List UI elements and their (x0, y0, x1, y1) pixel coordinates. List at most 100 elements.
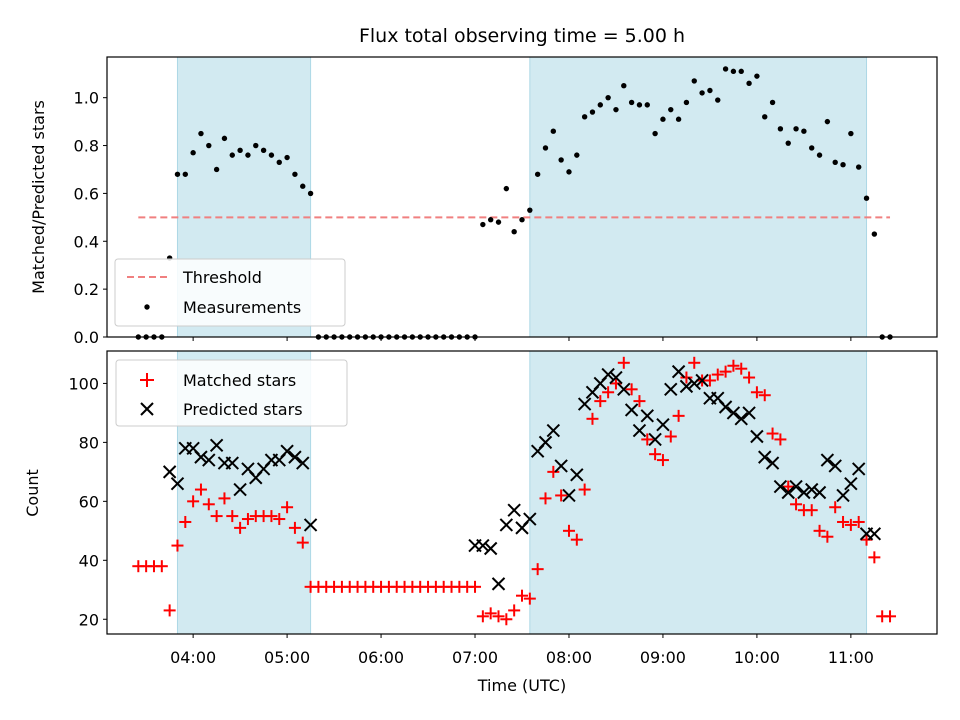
measurement-point (206, 142, 212, 149)
predicted-star-point-b (194, 450, 208, 464)
measurement-point (816, 152, 823, 158)
matched-star-point (476, 610, 489, 623)
predicted-star-point-b (765, 456, 780, 470)
predicted-star-point-b (726, 406, 741, 420)
bottom-y-tick-label-4: 100 (68, 374, 99, 393)
predicted-star-point (209, 438, 224, 453)
measurements-legend-marker (144, 304, 150, 310)
threshold-legend-label: Threshold (182, 268, 262, 287)
x-axis-label: Time (UTC) (477, 676, 566, 695)
measurement-point (769, 99, 776, 106)
predicted-star-point (562, 488, 576, 503)
bottom-y-tick-label-0: 20 (79, 610, 99, 629)
predicted-star-point (523, 512, 537, 526)
matched-star-point (633, 395, 646, 408)
predicted-star-point (303, 518, 318, 532)
predicted-star-point (624, 403, 639, 417)
predicted-star-point (742, 406, 756, 420)
predicted-star-point-b (758, 450, 772, 464)
measurement-point (668, 106, 674, 113)
matched-star-point (649, 448, 662, 461)
bottom-y-tick-label-2: 60 (79, 492, 99, 511)
matched-star-point (265, 510, 278, 523)
predicted-star-point (805, 482, 819, 497)
matched-star-point (234, 521, 247, 534)
predicted-star-point (718, 400, 733, 414)
predicted-star-point-b (750, 429, 764, 444)
predicted-star-point (820, 453, 835, 467)
predicted-star-point-b (836, 488, 850, 503)
measurement-point (589, 109, 596, 115)
matched-star-point (288, 521, 301, 534)
matched-legend-marker (140, 373, 154, 387)
predicted-star-point (789, 479, 803, 494)
measurement-point (276, 159, 282, 165)
predicted-star-point (664, 382, 678, 397)
bottom-y-axis-label: Count (23, 469, 42, 517)
predicted-star-point-b (679, 379, 694, 394)
matched-star-point (155, 560, 168, 573)
matched-star-point (281, 501, 294, 514)
predicted-star-point-b (671, 364, 686, 379)
bottom-plot-frame (106, 350, 938, 635)
measurement-point (855, 164, 862, 170)
predicted-star-point-b (648, 432, 662, 447)
measurement-point (558, 157, 564, 163)
measurement-point (660, 116, 666, 122)
predicted-star-point (781, 485, 795, 500)
predicted-star-point-b (483, 541, 498, 556)
matched-star-point (664, 430, 677, 443)
predicted-star-point (546, 423, 561, 438)
top-legend-box (114, 258, 346, 327)
top-y-tick-label-1: 0.2 (74, 280, 99, 299)
matched-star-point (508, 604, 521, 617)
matched-star-point (774, 433, 787, 446)
measurement-point (832, 159, 838, 165)
predicted-star-point-b (209, 438, 224, 453)
predicted-star-point-b (812, 485, 827, 500)
predicted-star-point-b (225, 456, 239, 470)
measurement-point (683, 99, 690, 106)
measurement-point (613, 106, 619, 113)
measurement-point (715, 97, 721, 103)
predicted-star-point-b (280, 444, 294, 458)
matched-star-point (539, 492, 552, 505)
predicted-star-point (577, 397, 592, 411)
bottom-legend-box (115, 359, 348, 427)
matched-star-point (625, 383, 638, 396)
measurement-point (253, 142, 259, 149)
measurement-point (699, 90, 705, 96)
measurement-point (174, 171, 181, 177)
predicted-star-point-b (296, 456, 310, 470)
measurement-point (198, 130, 204, 137)
measurement-point (597, 102, 604, 108)
matched-star-point (202, 498, 215, 511)
top-plot: Flux total observing time = 5.00 h Match… (29, 25, 938, 347)
matched-star-point (296, 536, 309, 549)
measurement-point (503, 185, 510, 192)
measurement-point (628, 99, 635, 106)
predicted-star-point-b (734, 412, 748, 426)
predicted-star-point (726, 406, 741, 420)
measurement-point (307, 190, 314, 197)
bottom-shaded-interval-1 (529, 350, 868, 635)
measurement-point (762, 114, 768, 120)
measurement-point (300, 183, 306, 189)
predicted-star-point (288, 450, 302, 464)
predicted-star-point (640, 409, 654, 423)
x-tick-label-5: 09:00 (640, 648, 686, 667)
predicted-star-point-b (554, 459, 568, 473)
measurement-point (691, 78, 697, 84)
x-tick-label-2: 06:00 (358, 648, 404, 667)
matched-star-point (194, 483, 207, 496)
predicted-star-point-b (828, 459, 842, 473)
predicted-star-point (609, 370, 623, 385)
matched-star-point (750, 386, 763, 399)
measurement-point (550, 128, 557, 134)
measurement-point (746, 80, 752, 87)
predicted-star-point-b (687, 376, 701, 391)
measurements-legend-label: Measurements (183, 298, 301, 317)
predicted-star-point-b (162, 465, 177, 479)
matched-star-point (171, 539, 184, 552)
predicted-star-point-b (711, 391, 725, 405)
